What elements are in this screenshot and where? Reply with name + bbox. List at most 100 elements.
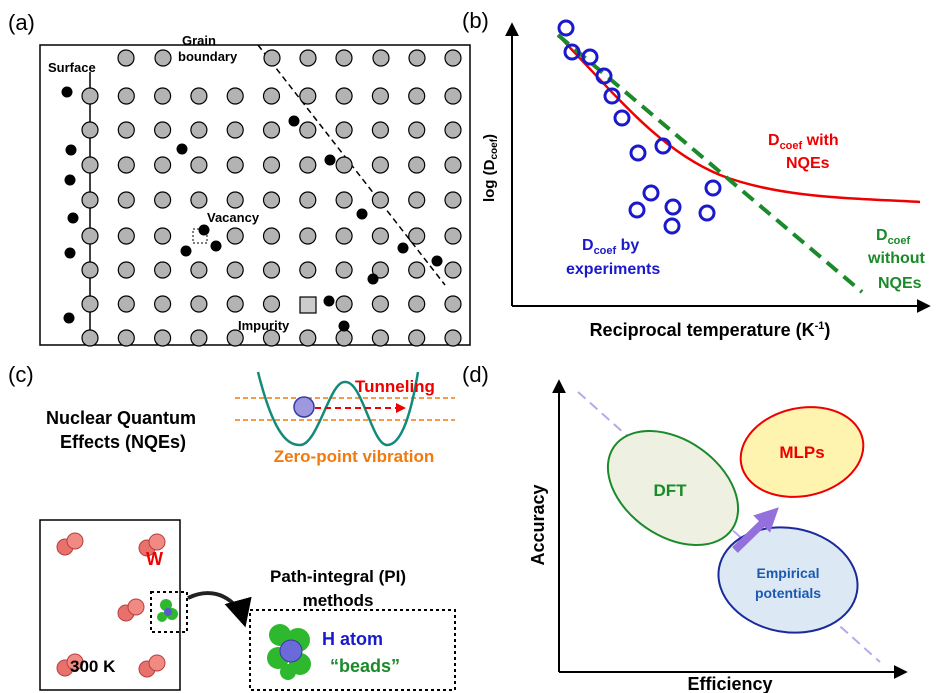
without-nqes-label-3: NQEs (878, 275, 922, 292)
host-atom (118, 228, 134, 244)
host-atom (409, 330, 425, 346)
host-atom (445, 88, 461, 104)
host-atom (118, 50, 134, 66)
host-atom (300, 228, 316, 244)
nqe-title-1: Nuclear Quantum (46, 408, 196, 428)
experiment-point (665, 219, 679, 233)
host-atom (264, 192, 280, 208)
host-atom (372, 330, 388, 346)
host-atom (300, 122, 316, 138)
panel-c: (c) Nuclear Quantum Effects (NQEs) Tunne… (8, 362, 455, 690)
host-atom (336, 122, 352, 138)
host-atom (336, 330, 352, 346)
h-atom-label: H atom (322, 629, 383, 649)
hydrogen-atom (65, 248, 76, 259)
host-atom (372, 122, 388, 138)
beads-small (157, 599, 178, 622)
host-atom (264, 296, 280, 312)
with-nqes-label-2: NQEs (786, 155, 830, 172)
experiment-point (706, 181, 720, 195)
y-axis-title: Accuracy (528, 484, 548, 565)
host-atom (409, 192, 425, 208)
host-atom (191, 88, 207, 104)
experiment-points (559, 21, 720, 233)
host-atom (409, 122, 425, 138)
host-atom (82, 192, 98, 208)
surface-label: Surface (48, 60, 96, 75)
host-atom (336, 157, 352, 173)
host-atom (82, 296, 98, 312)
vacancy-label: Vacancy (207, 210, 260, 225)
x-axis-title: Reciprocal temperature (K-1) (590, 320, 831, 340)
hydrogen-atom (325, 155, 336, 166)
host-atom (155, 157, 171, 173)
host-atom (264, 122, 280, 138)
host-atom (191, 157, 207, 173)
host-atom (155, 330, 171, 346)
particle (294, 397, 314, 417)
dft-label: DFT (653, 481, 687, 500)
host-atom (409, 262, 425, 278)
experiment-point (666, 200, 680, 214)
host-atom (191, 262, 207, 278)
hydrogen-atom (66, 145, 77, 156)
hydrogen-atom (199, 225, 210, 236)
impurity-atom (300, 297, 316, 313)
boundary-label: boundary (178, 49, 238, 64)
host-atom (445, 330, 461, 346)
hydrogen-atom (324, 296, 335, 307)
panel-label: (b) (462, 8, 489, 33)
pi-title-2: methods (303, 591, 374, 610)
host-atom (82, 262, 98, 278)
host-atom (372, 192, 388, 208)
host-atom (118, 192, 134, 208)
host-atom (82, 228, 98, 244)
host-atom (409, 296, 425, 312)
hydrogen-atom (211, 241, 222, 252)
impurity-label: Impurity (238, 318, 290, 333)
panel-label: (c) (8, 362, 34, 387)
beads-label: “beads” (330, 656, 400, 676)
grain-label: Grain (182, 33, 216, 48)
host-atom (227, 262, 243, 278)
mlps-label: MLPs (779, 443, 824, 462)
host-atom (300, 50, 316, 66)
experiment-point (700, 206, 714, 220)
host-atom (336, 192, 352, 208)
host-atom (445, 122, 461, 138)
curve-with-nqes (558, 35, 920, 202)
pi-title-1: Path-integral (PI) (270, 567, 406, 586)
hydrogen-atom (357, 209, 368, 220)
w-atom (149, 655, 165, 671)
y-axis-title: log (Dcoef) (481, 134, 500, 202)
host-atom (264, 50, 280, 66)
tunneling-label: Tunneling (355, 377, 435, 396)
host-atom (409, 50, 425, 66)
experiment-point (615, 111, 629, 125)
host-atom (445, 192, 461, 208)
host-atom (372, 228, 388, 244)
host-atom (445, 50, 461, 66)
host-atom (155, 262, 171, 278)
host-atom (409, 88, 425, 104)
panel-label: (a) (8, 10, 35, 35)
host-atom (191, 296, 207, 312)
host-atom (264, 330, 280, 346)
figure: (a) Surface Grain boundary Vacancy Impur… (0, 0, 938, 693)
temperature-label: 300 K (70, 657, 116, 676)
host-atom (264, 157, 280, 173)
hydrogen-atom (65, 175, 76, 186)
zero-point-label: Zero-point vibration (274, 447, 435, 466)
w-atom (149, 534, 165, 550)
host-atom (409, 157, 425, 173)
experiment-point (630, 203, 644, 217)
host-atom (409, 228, 425, 244)
host-atom (336, 262, 352, 278)
host-atom (373, 50, 389, 66)
host-atom (372, 88, 388, 104)
experiment-point (597, 69, 611, 83)
host-atom (336, 50, 352, 66)
host-atom (227, 330, 243, 346)
host-atom (118, 296, 134, 312)
host-atom (82, 88, 98, 104)
